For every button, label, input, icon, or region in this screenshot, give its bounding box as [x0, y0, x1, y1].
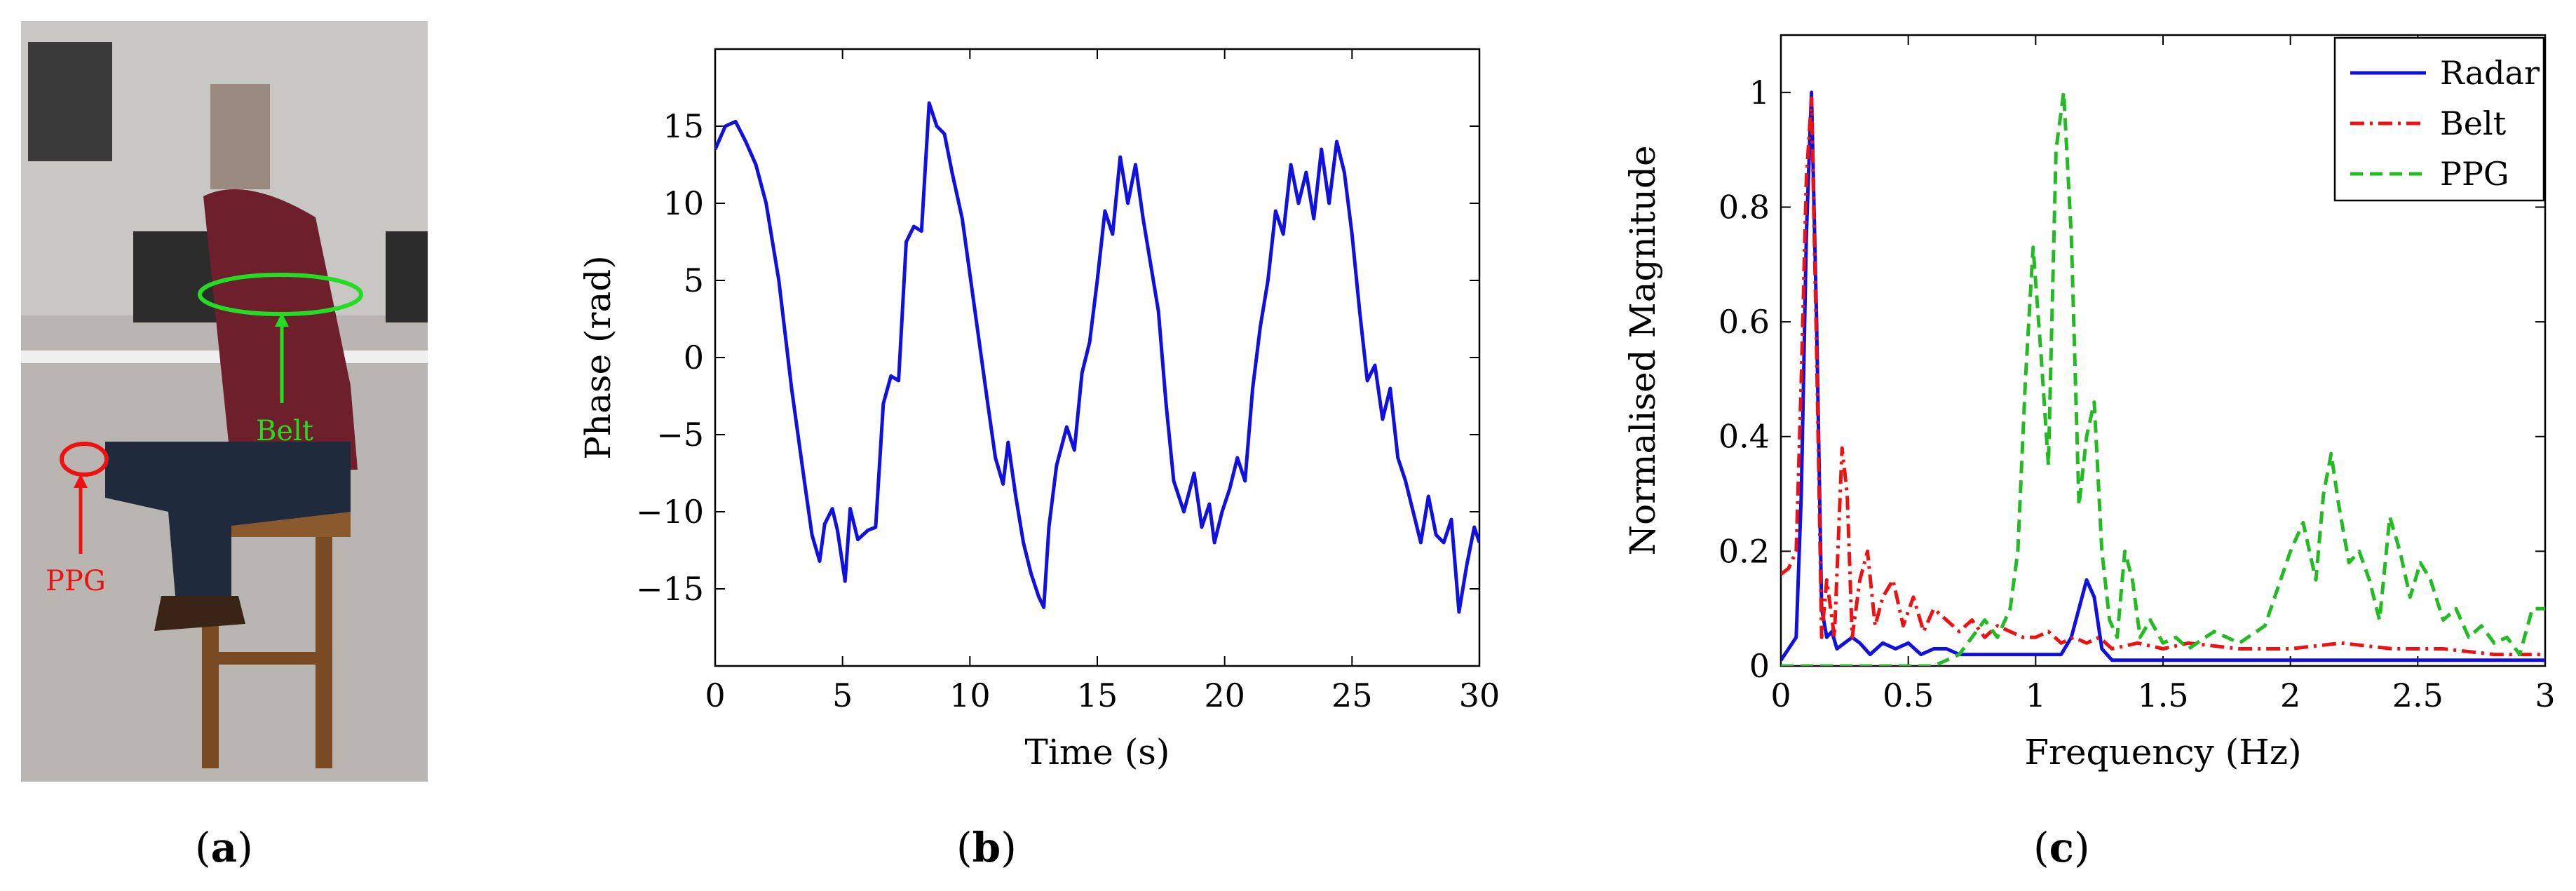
- phase-time-chart: 0 5 10 15 20 25 30 −15 −10 −5 0 5 10 15 Time (s) Phase …: [578, 48, 1500, 773]
- series-line-belt: [1781, 96, 2545, 657]
- ppg-annotation: PPG: [46, 565, 106, 597]
- stool-rung: [202, 652, 332, 665]
- y-axis-label: Normalised Magnitude: [1622, 145, 1663, 555]
- legend-label-radar: Radar: [2440, 54, 2540, 92]
- y-tick-label: −10: [636, 493, 704, 531]
- x-tick-label: 20: [1204, 676, 1245, 714]
- x-tick-label: 3: [2535, 676, 2555, 714]
- y-tick-label: −15: [636, 570, 704, 608]
- belt-sensor-ellipse: [198, 273, 363, 316]
- monitor: [386, 231, 428, 322]
- legs: [105, 442, 351, 596]
- x-tick-label: 2: [2280, 676, 2300, 714]
- x-tick-label: 0: [1770, 676, 1791, 714]
- ppg-arrow-head: [74, 474, 88, 488]
- y-axis-label: Phase (rad): [578, 255, 618, 460]
- ppg-sensor-ellipse: [60, 442, 109, 477]
- series-line-0: [715, 101, 1479, 614]
- y-tick-label: 5: [684, 261, 704, 299]
- legend: Radar Belt PPG: [2333, 36, 2545, 202]
- x-tick-label: 1.5: [2137, 676, 2188, 714]
- panel-label-c: (c): [2033, 824, 2090, 871]
- panel-label-b: (b): [956, 824, 1017, 871]
- legend-label-ppg: PPG: [2440, 155, 2509, 193]
- y-tick-label: 0.4: [1719, 418, 1770, 456]
- x-tick-label: 5: [832, 676, 853, 714]
- x-tick-label: 1: [2026, 676, 2046, 714]
- y-tick-label: 0: [684, 339, 704, 376]
- x-tick-label: 2.5: [2392, 676, 2443, 714]
- y-tick-label: −5: [656, 416, 704, 454]
- y-tick-label: 0.6: [1719, 303, 1770, 341]
- photo-panel: Belt PPG: [21, 21, 428, 782]
- frequency-spectrum-chart: 0 0.5 1 1.5 2 2.5 3 0 0.2 0.4 0.6 0.8 1 Frequency (Hz…: [1622, 34, 2556, 773]
- series-line-ppg: [1781, 90, 2545, 666]
- belt-annotation: Belt: [256, 415, 313, 447]
- y-tick-label: 10: [663, 184, 704, 222]
- x-tick-label: 25: [1331, 676, 1373, 714]
- head-pixelated: [210, 84, 270, 189]
- x-tick-label: 15: [1077, 676, 1118, 714]
- server-rack: [28, 42, 112, 161]
- x-tick-label: 10: [949, 676, 991, 714]
- y-tick-label: 15: [663, 107, 704, 145]
- y-tick-label: 0.2: [1719, 532, 1770, 570]
- legend-label-belt: Belt: [2440, 104, 2507, 142]
- x-tick-label: 0: [705, 676, 725, 714]
- y-tick-label: 0: [1749, 647, 1770, 685]
- x-axis-label: Time (s): [1025, 732, 1170, 773]
- belt-arrow-head: [275, 313, 289, 327]
- x-tick-label: 0.5: [1883, 676, 1934, 714]
- y-tick-label: 1: [1749, 74, 1770, 111]
- y-tick-label: 0.8: [1719, 188, 1770, 226]
- x-tick-label: 30: [1459, 676, 1500, 714]
- panel-label-a: (a): [195, 824, 253, 871]
- shoe: [154, 596, 245, 631]
- x-axis-label: Frequency (Hz): [2024, 732, 2301, 773]
- legend-box: [2333, 36, 2545, 202]
